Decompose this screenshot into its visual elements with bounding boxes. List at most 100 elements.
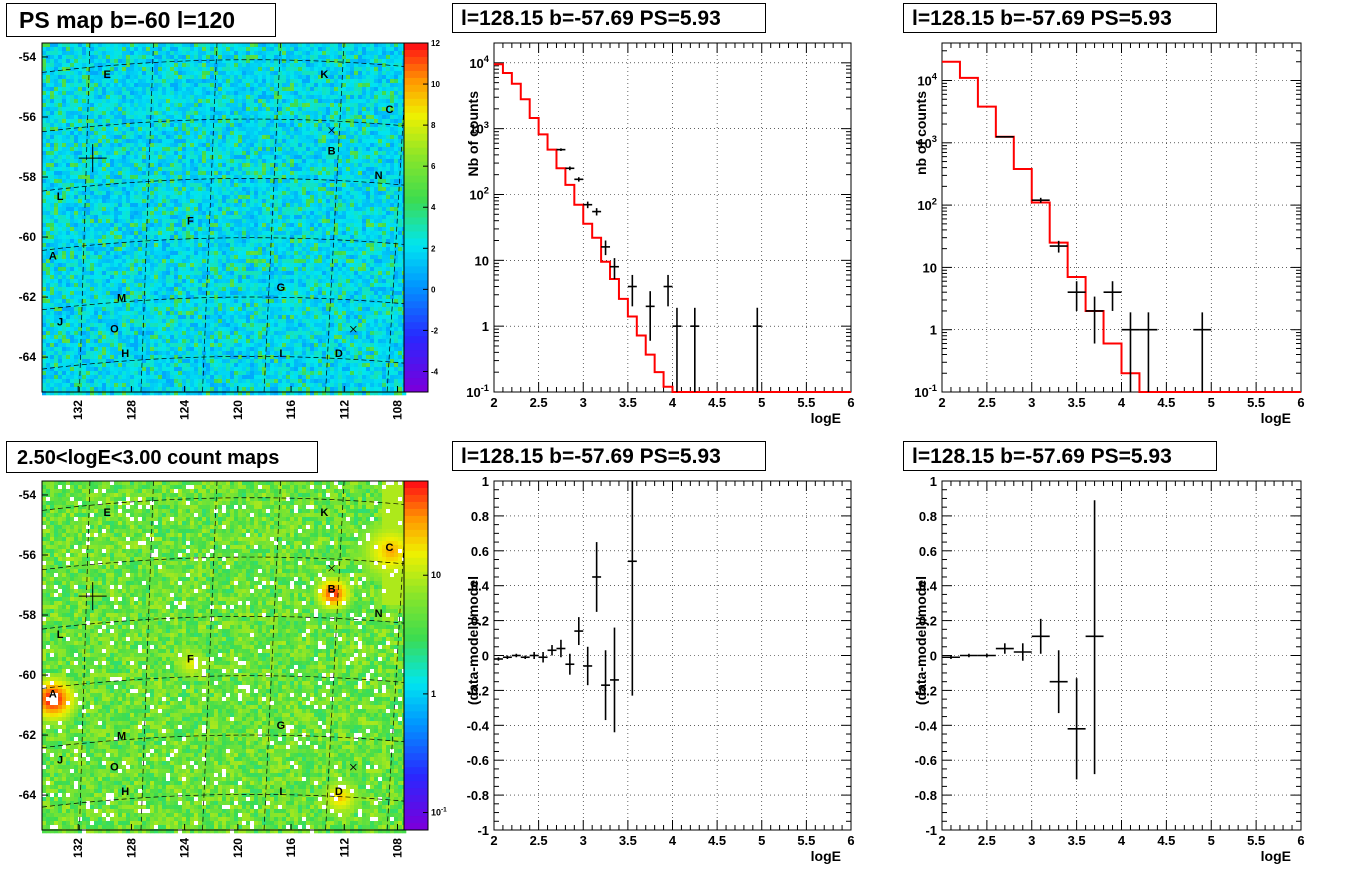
heatmap-cell [238, 103, 243, 108]
heatmap-cell [102, 227, 107, 232]
heatmap-cell [370, 259, 375, 264]
heatmap-cell [342, 83, 347, 88]
heatmap-cell [254, 115, 259, 120]
heatmap-cell [178, 55, 183, 60]
heatmap-cell [258, 91, 263, 96]
heatmap-cell [78, 235, 83, 240]
heatmap-cell [322, 235, 327, 240]
heatmap-cell [350, 131, 355, 136]
heatmap-cell [302, 51, 307, 56]
heatmap-cell [378, 139, 383, 144]
heatmap-cell [270, 107, 275, 112]
heatmap-cell [86, 215, 91, 220]
heatmap-cell [362, 183, 367, 188]
heatmap-cell [42, 59, 47, 64]
heatmap-cell [310, 139, 315, 144]
heatmap-cell [110, 163, 115, 168]
heatmap-cell [342, 215, 347, 220]
heatmap-cell [322, 231, 327, 236]
heatmap-cell [222, 239, 227, 244]
heatmap-cell [374, 143, 379, 148]
heatmap-cell [330, 195, 335, 200]
heatmap-cell [118, 203, 123, 208]
heatmap-cell [310, 159, 315, 164]
heatmap-cell [270, 127, 275, 132]
heatmap-cell [234, 107, 239, 112]
heatmap-cell [218, 123, 223, 128]
heatmap-cell [126, 251, 131, 256]
heatmap-cell [230, 191, 235, 196]
heatmap-cell [46, 251, 51, 256]
heatmap-cell [58, 91, 63, 96]
heatmap-cell [346, 87, 351, 92]
heatmap-cell [166, 51, 171, 56]
heatmap-cell [282, 79, 287, 84]
heatmap-cell [106, 167, 111, 172]
heatmap-cell [90, 55, 95, 60]
heatmap-cell [42, 183, 47, 188]
heatmap-cell [346, 179, 351, 184]
heatmap-cell [114, 71, 119, 76]
heatmap-cell [270, 139, 275, 144]
heatmap-cell [370, 59, 375, 64]
heatmap-cell [386, 135, 391, 140]
heatmap-cell [202, 79, 207, 84]
heatmap-cell [254, 47, 259, 52]
heatmap-cell [330, 163, 335, 168]
heatmap-cell [102, 147, 107, 152]
heatmap-cell [306, 179, 311, 184]
heatmap-cell [322, 127, 327, 132]
heatmap-cell [310, 75, 315, 80]
heatmap-cell [362, 167, 367, 172]
heatmap-cell [46, 119, 51, 124]
heatmap-cell [122, 127, 127, 132]
heatmap-cell [58, 75, 63, 80]
heatmap-cell [366, 183, 371, 188]
heatmap-cell [154, 79, 159, 84]
heatmap-cell [122, 231, 127, 236]
heatmap-cell [306, 67, 311, 72]
heatmap-cell [390, 207, 395, 212]
heatmap-cell [250, 135, 255, 140]
heatmap-cell [178, 91, 183, 96]
heatmap-cell [134, 167, 139, 172]
heatmap-cell [78, 107, 83, 112]
heatmap-cell [402, 59, 407, 64]
heatmap-cell [378, 83, 383, 88]
heatmap-cell [222, 83, 227, 88]
heatmap-cell [182, 43, 187, 48]
heatmap-cell [218, 151, 223, 156]
heatmap-cell [278, 199, 283, 204]
heatmap-cell [142, 63, 147, 68]
heatmap-cell [86, 207, 91, 212]
heatmap-cell [350, 63, 355, 68]
heatmap-cell [234, 239, 239, 244]
heatmap-cell [78, 83, 83, 88]
heatmap-cell [230, 135, 235, 140]
heatmap-cell [178, 79, 183, 84]
heatmap-cell [134, 107, 139, 112]
heatmap-cell [398, 87, 403, 92]
heatmap-cell [138, 243, 143, 248]
heatmap-cell [138, 195, 143, 200]
heatmap-cell [50, 91, 55, 96]
heatmap-cell [210, 215, 215, 220]
heatmap-cell [214, 167, 219, 172]
heatmap-cell [298, 203, 303, 208]
heatmap-cell [226, 191, 231, 196]
heatmap-cell [338, 215, 343, 220]
heatmap-cell [362, 235, 367, 240]
heatmap-cell [202, 151, 207, 156]
heatmap-cell [242, 47, 247, 52]
heatmap-cell [290, 167, 295, 172]
heatmap-cell [218, 167, 223, 172]
heatmap-cell [70, 191, 75, 196]
heatmap-cell [306, 203, 311, 208]
heatmap-cell [186, 231, 191, 236]
heatmap-cell [202, 207, 207, 212]
heatmap-cell [214, 191, 219, 196]
heatmap-cell [370, 67, 375, 72]
heatmap-cell [50, 135, 55, 140]
heatmap-cell [234, 175, 239, 180]
heatmap-cell [362, 119, 367, 124]
